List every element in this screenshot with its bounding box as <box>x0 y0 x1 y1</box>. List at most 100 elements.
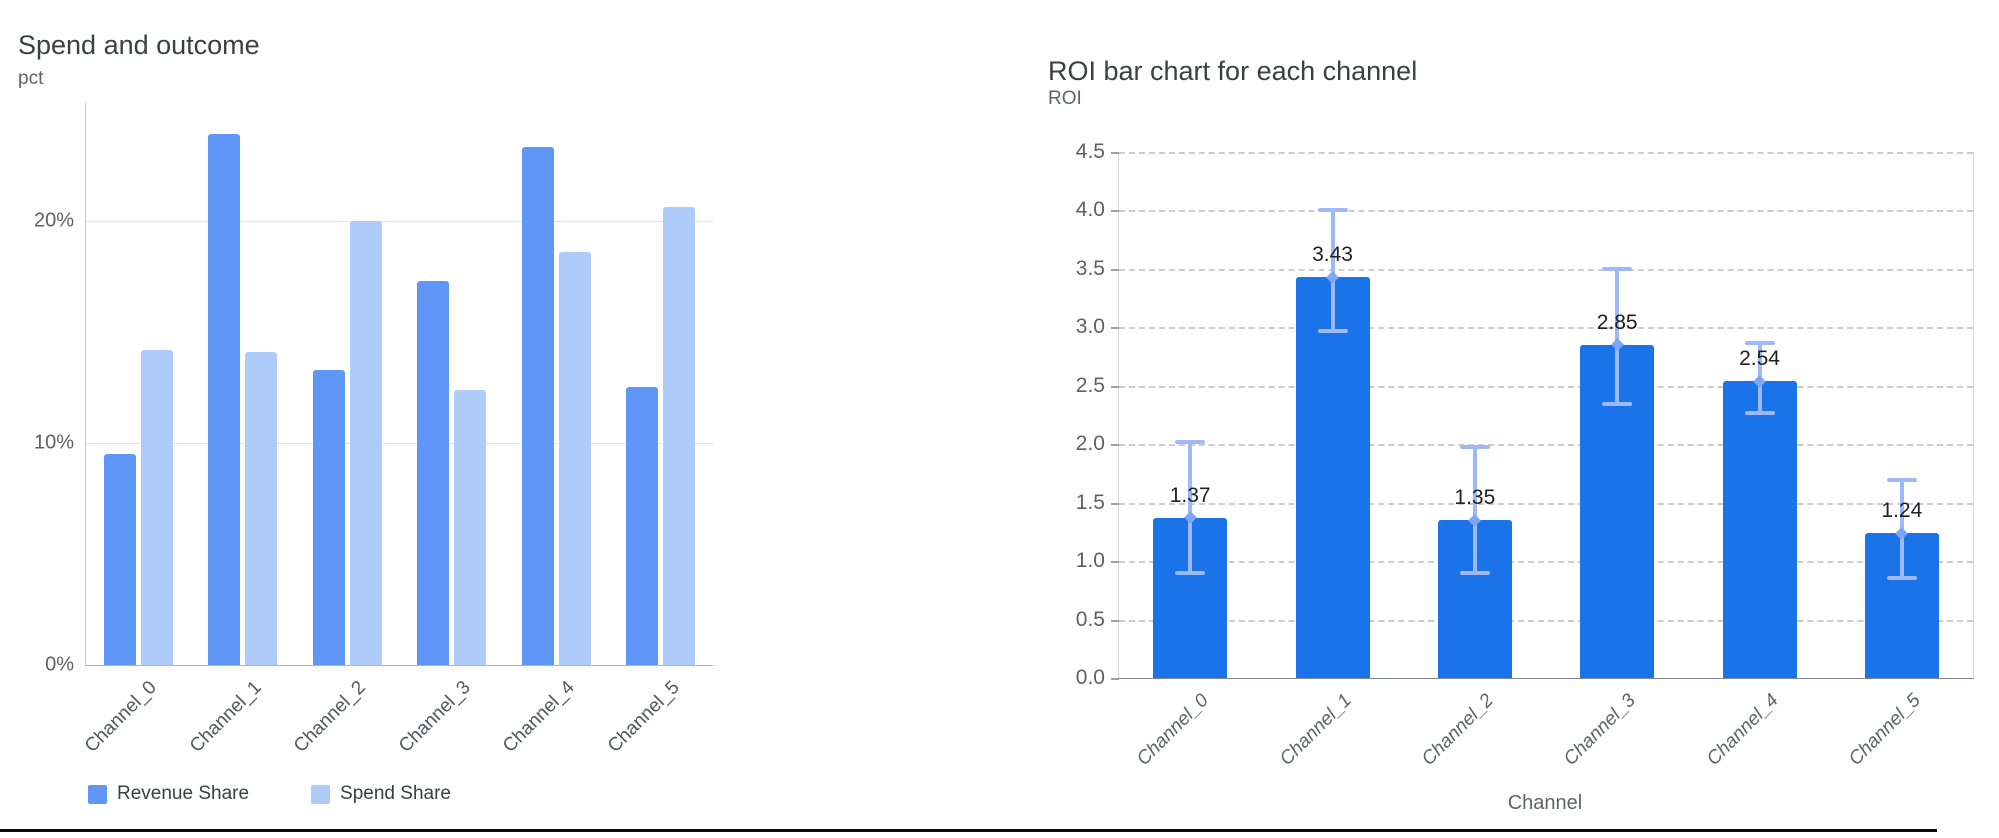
bar-revenue-share-channel-4[interactable] <box>521 147 554 665</box>
roi-bar-channel-4[interactable] <box>1722 381 1797 678</box>
bar-spend-share-channel-5[interactable] <box>663 207 696 665</box>
x-tick-label: Channel_3 <box>394 677 475 757</box>
bar-spend-share-channel-1[interactable] <box>245 351 278 665</box>
y-tick-label: 20% <box>33 209 74 232</box>
roi-chart-title: ROI bar chart for each channel <box>1048 56 1418 87</box>
error-bar-cap-top <box>1602 266 1633 271</box>
error-bar-channel-0 <box>1175 439 1206 576</box>
bar-spend-share-channel-2[interactable] <box>349 220 382 665</box>
error-bar-line <box>1188 439 1193 576</box>
x-tick-label: Channel_0 <box>1133 690 1214 770</box>
revenue-share-legend-label: Revenue Share <box>117 783 250 804</box>
gridline <box>1119 444 1973 447</box>
bar-value-label: 2.85 <box>1596 310 1638 334</box>
y-tick-label: 2.5 <box>1075 373 1105 397</box>
x-tick-label: Channel_1 <box>185 677 266 757</box>
error-bar-line <box>1472 445 1477 576</box>
error-bar-mean-marker <box>1468 513 1482 527</box>
error-bar-line <box>1615 266 1620 406</box>
spend-outcome-y-unit-label: pct <box>18 68 44 89</box>
gridline <box>86 442 713 444</box>
bar-value-label: 1.35 <box>1454 486 1496 510</box>
y-tick-label: 0% <box>45 653 74 676</box>
x-tick-label: Channel_4 <box>1702 690 1783 770</box>
spend-outcome-legend: Revenue Share Spend Share <box>88 783 451 805</box>
error-bar-cap-top <box>1459 445 1490 450</box>
bar-revenue-share-channel-0[interactable] <box>103 453 136 665</box>
spend-share-swatch-icon <box>311 784 331 804</box>
roi-y-unit-label: ROI <box>1048 88 1082 109</box>
error-bar-cap-bottom <box>1744 410 1775 415</box>
y-axis-tick <box>1111 502 1119 505</box>
bar-group-channel-1 <box>191 103 296 665</box>
error-bar-cap-bottom <box>1317 329 1348 334</box>
x-tick-label: Channel_5 <box>1844 690 1925 770</box>
gridline <box>86 220 713 222</box>
x-tick-label: Channel_2 <box>1417 690 1498 770</box>
bar-group-channel-5 <box>609 103 714 665</box>
y-tick-label: 0.0 <box>1075 666 1105 689</box>
y-tick-label: 1.0 <box>1075 549 1105 573</box>
gridline <box>1119 502 1973 505</box>
x-tick-label: Channel_3 <box>1560 690 1641 770</box>
error-bar-mean-marker <box>1895 526 1909 540</box>
y-axis-tick <box>1111 268 1119 271</box>
y-tick-label: 3.5 <box>1075 256 1105 280</box>
gridline <box>1119 561 1973 564</box>
error-bar-cap-top <box>1317 208 1348 213</box>
y-axis-tick <box>1111 444 1119 447</box>
error-bar-mean-marker <box>1610 338 1624 352</box>
bar-group-channel-0 <box>86 103 191 665</box>
bar-group-channel-2 <box>295 103 400 665</box>
bar-spend-share-channel-0[interactable] <box>140 349 173 665</box>
y-axis-tick <box>1111 385 1119 388</box>
spend-outcome-plot-area: 0% 10% 20% Channel_0 Channel_1 Channel_2 Chann… <box>34 103 714 757</box>
gridline <box>1119 152 1973 154</box>
gridline <box>1119 619 1973 622</box>
error-bar-line <box>1330 208 1335 334</box>
y-tick-label: 10% <box>33 431 74 454</box>
bar-spend-share-channel-4[interactable] <box>558 251 591 665</box>
bar-revenue-share-channel-3[interactable] <box>417 280 450 665</box>
y-tick-label: 4.5 <box>1075 140 1105 163</box>
bar-value-label: 1.37 <box>1169 483 1211 507</box>
gridline <box>1119 268 1973 271</box>
y-tick-label: 0.5 <box>1075 607 1105 631</box>
error-bar-cap-top <box>1744 341 1775 346</box>
x-tick-label: Channel_1 <box>1275 690 1356 770</box>
bar-spend-share-channel-3[interactable] <box>454 389 487 665</box>
error-bar-mean-marker <box>1183 511 1197 525</box>
roi-plot-area: 0.0 0.5 1.0 1.5 2.0 2.5 3.0 3.5 4.0 4.5 1.37 Channe… <box>1076 140 1974 770</box>
roi-bar-channel-1[interactable] <box>1295 277 1370 678</box>
bar-revenue-share-channel-1[interactable] <box>208 134 241 665</box>
error-bar-channel-3 <box>1602 266 1633 406</box>
error-bar-cap-top <box>1175 439 1206 444</box>
error-bar-mean-marker <box>1753 374 1766 388</box>
bar-value-label: 3.43 <box>1312 243 1353 267</box>
bar-revenue-share-channel-5[interactable] <box>626 387 659 665</box>
revenue-share-swatch-icon <box>88 784 107 804</box>
y-axis-tick <box>1111 327 1119 330</box>
error-bar-cap-bottom <box>1459 571 1490 576</box>
bar-revenue-share-channel-2[interactable] <box>312 369 345 665</box>
y-tick-label: 4.0 <box>1075 198 1105 222</box>
bar-value-label: 2.54 <box>1739 347 1780 371</box>
x-tick-label: Channel_2 <box>290 677 371 757</box>
y-axis-tick <box>1111 619 1119 622</box>
y-axis-tick <box>1111 561 1119 564</box>
error-bar-cap-top <box>1886 478 1917 483</box>
y-axis-tick <box>1111 678 1119 680</box>
legend-item-revenue-share[interactable]: Revenue Share <box>88 783 249 805</box>
spend-share-legend-label: Spend Share <box>340 783 451 804</box>
x-tick-label: Channel_5 <box>603 677 684 757</box>
bar-value-label: 1.24 <box>1881 499 1923 523</box>
legend-item-spend-share[interactable]: Spend Share <box>311 783 451 805</box>
gridline <box>1119 210 1973 213</box>
window-bottom-border <box>0 829 1937 832</box>
error-bar-cap-bottom <box>1175 571 1206 576</box>
error-bar-mean-marker <box>1326 270 1339 284</box>
x-tick-label: Channel_0 <box>81 677 162 757</box>
error-bar-cap-bottom <box>1886 575 1917 580</box>
error-bar-channel-1 <box>1317 208 1348 334</box>
